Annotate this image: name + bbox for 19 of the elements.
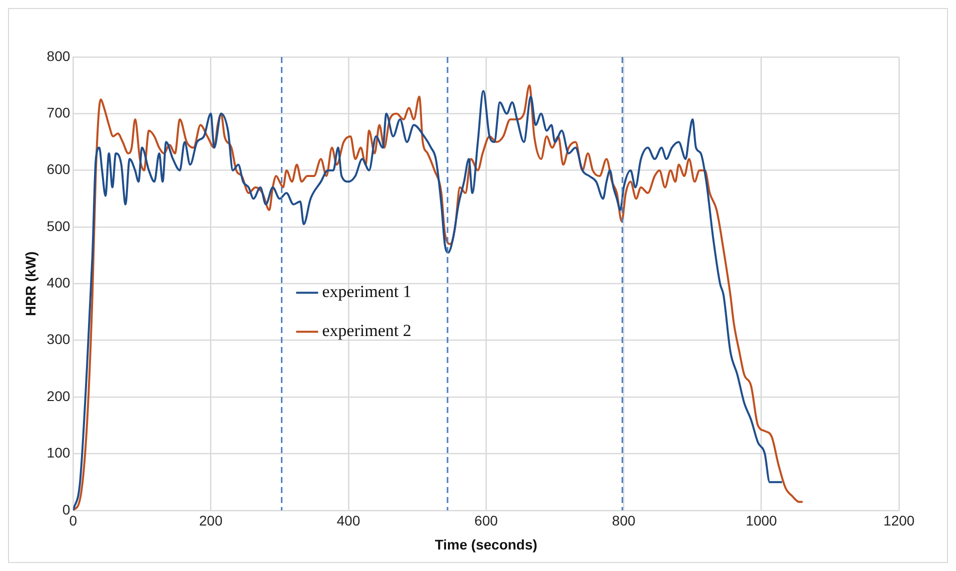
y-tick-label: 500 [46,218,70,234]
x-tick-label: 600 [474,512,498,529]
y-tick-label: 800 [46,48,70,64]
x-tick-label: 200 [199,512,223,529]
x-tick-label: 1200 [883,512,915,529]
y-tick-label: 700 [46,104,70,121]
y-tick-label: 0 [62,501,70,518]
y-axis-title: HRR (kW) [22,251,38,316]
x-tick-label: 400 [336,512,360,529]
y-tick-label: 400 [46,274,70,291]
y-tick-label: 200 [46,388,70,404]
y-tick-label: 600 [46,161,70,178]
x-tick-label: 1000 [746,512,778,529]
x-axis-title: Time (seconds) [434,536,538,552]
legend-label: experiment 1 [322,282,412,302]
legend-label: experiment 2 [322,321,412,340]
y-tick-label: 100 [46,444,70,461]
y-tick-label: 300 [46,331,70,348]
x-tick-label: 800 [612,512,636,529]
